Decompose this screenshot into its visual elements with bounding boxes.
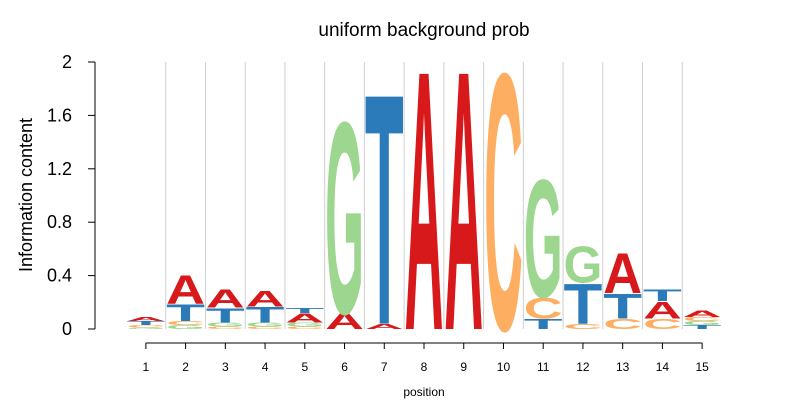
- logo-letter-c: C: [683, 316, 722, 322]
- logo-letter-a: A: [285, 311, 324, 325]
- logo-letter-c: C: [166, 320, 205, 326]
- chart-title: uniform background prob: [318, 20, 529, 41]
- logo-letter-t: T: [126, 320, 165, 326]
- y-tick-label: 0.8: [47, 212, 72, 232]
- logo-letter-g: G: [206, 321, 245, 327]
- x-tick-label: 10: [497, 360, 511, 374]
- x-tick-label: 9: [460, 360, 467, 374]
- logo-letter-g: G: [285, 321, 324, 327]
- logo-letter-c: C: [643, 316, 682, 333]
- logo-letter-c: C: [126, 324, 165, 328]
- y-tick-label: 0.4: [47, 266, 72, 286]
- logo-letter-a: A: [126, 316, 165, 322]
- x-axis-label: position: [403, 385, 444, 399]
- grid-lines: [165, 62, 683, 329]
- x-tick-label: 3: [222, 360, 229, 374]
- x-tick-label: 5: [301, 360, 308, 374]
- x-tick-label: 13: [616, 360, 630, 374]
- logo-letter-t: T: [166, 299, 205, 326]
- logo-letter-t: T: [564, 271, 603, 335]
- logo-letter-t: T: [365, 26, 404, 394]
- logo-letter-a: A: [325, 309, 364, 334]
- x-tick-label: 15: [695, 360, 709, 374]
- logo-letter-c: C: [564, 322, 603, 330]
- y-tick-label: 1.2: [47, 159, 72, 179]
- x-tick-label: 6: [341, 360, 348, 374]
- logo-letter-t: T: [524, 316, 563, 333]
- y-tick-label: 1.6: [47, 105, 72, 125]
- logo-letter-c: C: [246, 326, 285, 330]
- logo-letter-g: G: [683, 320, 722, 326]
- logo-letter-a: A: [683, 309, 722, 319]
- x-tick-label: 2: [182, 360, 189, 374]
- y-axis: 0 0.4 0.8 1.2 1.6 2: [47, 52, 96, 339]
- x-tick-label: 4: [262, 360, 269, 374]
- logo-letter-c: C: [603, 316, 642, 333]
- logo-letter-t: T: [603, 286, 642, 326]
- logo-letter-t: T: [206, 304, 245, 327]
- y-tick-label: 2: [62, 52, 72, 72]
- x-tick-label: 12: [576, 360, 590, 374]
- logo-letter-a: A: [603, 241, 642, 305]
- x-tick-label: 14: [656, 360, 670, 374]
- logo-letter-a: A: [206, 284, 245, 313]
- logo-letter-t: T: [683, 324, 722, 330]
- logo-letter-c: C: [285, 326, 324, 330]
- logo-letter-t: T: [246, 303, 285, 328]
- x-tick-label: 1: [143, 360, 150, 374]
- logo-letter-t: T: [643, 286, 682, 305]
- logo-letter-g: G: [246, 321, 285, 327]
- logo-letter-g: G: [126, 327, 165, 329]
- logo-letter-a: A: [246, 286, 285, 311]
- x-tick-label: 8: [421, 360, 428, 374]
- x-axis: 1 2 3 4 5 6 7 8 9 10 11 12 13 14 15: [143, 342, 709, 374]
- logo-letter-g: G: [524, 145, 563, 333]
- x-tick-label: 11: [537, 360, 550, 374]
- logo-letter-a: A: [365, 322, 404, 330]
- y-tick-label: 0: [62, 319, 72, 339]
- logo-letter-a: A: [405, 0, 444, 400]
- logo-letter-g: G: [564, 235, 603, 293]
- logo-letter-t: T: [285, 306, 324, 314]
- logo-letter-g: G: [166, 324, 205, 330]
- logo-letter-a: A: [643, 296, 682, 323]
- logo-letter-a: A: [444, 0, 483, 400]
- logo-letter-c: C: [206, 326, 245, 330]
- logo-letter-g: G: [325, 64, 364, 371]
- logo-letter-c: C: [524, 292, 563, 325]
- logo-letter-a: A: [166, 268, 205, 313]
- y-axis-label: Information content: [16, 118, 36, 272]
- x-tick-label: 7: [381, 360, 388, 374]
- logo-letter-c: C: [484, 0, 523, 400]
